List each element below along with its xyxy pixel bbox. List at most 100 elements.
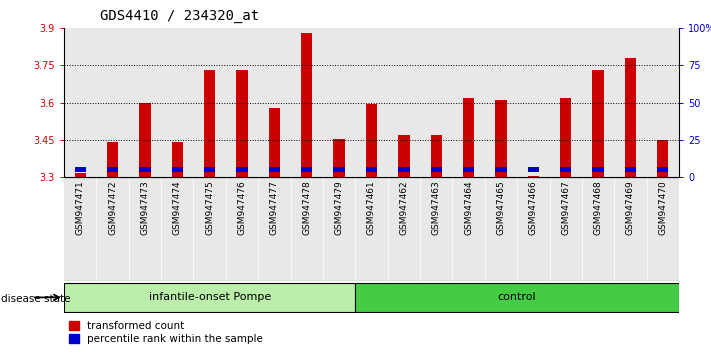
Bar (291, 177, 323, 281)
Bar (269, 108, 280, 177)
Bar (129, 28, 161, 177)
Bar (204, 167, 215, 172)
Text: disease state: disease state (1, 294, 71, 304)
Bar (97, 28, 129, 177)
Text: GSM947463: GSM947463 (432, 180, 441, 235)
Bar (356, 283, 679, 312)
Text: GSM947473: GSM947473 (140, 180, 149, 235)
Bar (333, 138, 345, 177)
Bar (301, 167, 312, 172)
Bar (171, 142, 183, 177)
Bar (582, 177, 614, 281)
Bar (657, 140, 668, 177)
Bar (420, 28, 452, 177)
Bar (236, 167, 247, 172)
Bar (107, 167, 118, 172)
Bar (161, 177, 193, 281)
Text: GSM947464: GSM947464 (464, 180, 473, 235)
Bar (139, 167, 151, 172)
Bar (560, 98, 572, 177)
Bar (64, 177, 97, 281)
Bar (107, 142, 118, 177)
Bar (97, 177, 129, 281)
Bar (614, 28, 646, 177)
Bar (366, 167, 377, 172)
Text: control: control (498, 292, 537, 302)
Bar (452, 28, 485, 177)
Text: GSM947468: GSM947468 (594, 180, 603, 235)
Bar (625, 58, 636, 177)
Bar (193, 28, 226, 177)
Text: infantile-onset Pompe: infantile-onset Pompe (149, 292, 271, 302)
Text: GSM947471: GSM947471 (75, 180, 85, 235)
Bar (75, 167, 86, 172)
Bar (171, 167, 183, 172)
Text: GSM947465: GSM947465 (496, 180, 506, 235)
Bar (485, 177, 517, 281)
Bar (550, 177, 582, 281)
Bar (356, 177, 387, 281)
Bar (431, 135, 442, 177)
Text: GDS4410 / 234320_at: GDS4410 / 234320_at (100, 9, 259, 23)
Text: GSM947466: GSM947466 (529, 180, 538, 235)
Text: GSM947474: GSM947474 (173, 180, 182, 235)
Bar (625, 167, 636, 172)
Bar (550, 28, 582, 177)
Bar (646, 28, 679, 177)
Text: GSM947475: GSM947475 (205, 180, 214, 235)
Bar (592, 70, 604, 177)
Bar (193, 177, 226, 281)
Bar (129, 177, 161, 281)
Bar (517, 177, 550, 281)
Bar (323, 28, 356, 177)
Bar (161, 28, 193, 177)
Bar (387, 177, 420, 281)
Bar (291, 28, 323, 177)
Bar (366, 104, 377, 177)
Bar (646, 177, 679, 281)
Text: GSM947478: GSM947478 (302, 180, 311, 235)
Bar (496, 167, 507, 172)
Bar (485, 28, 517, 177)
Text: GSM947462: GSM947462 (400, 180, 408, 235)
Legend: transformed count, percentile rank within the sample: transformed count, percentile rank withi… (69, 321, 263, 344)
Text: GSM947461: GSM947461 (367, 180, 376, 235)
Bar (614, 177, 646, 281)
Bar (333, 167, 345, 172)
Bar (463, 98, 474, 177)
Bar (75, 173, 86, 177)
Bar (582, 28, 614, 177)
Bar (398, 167, 410, 172)
Text: GSM947479: GSM947479 (335, 180, 343, 235)
Bar (496, 100, 507, 177)
Text: GSM947476: GSM947476 (237, 180, 247, 235)
Bar (226, 28, 258, 177)
Text: GSM947467: GSM947467 (561, 180, 570, 235)
Text: GSM947470: GSM947470 (658, 180, 668, 235)
Bar (204, 70, 215, 177)
Bar (236, 70, 247, 177)
Bar (64, 283, 356, 312)
Text: GSM947477: GSM947477 (270, 180, 279, 235)
Bar (463, 167, 474, 172)
Bar (592, 167, 604, 172)
Text: GSM947472: GSM947472 (108, 180, 117, 235)
Bar (517, 28, 550, 177)
Bar (420, 177, 452, 281)
Bar (528, 176, 539, 177)
Bar (301, 33, 312, 177)
Bar (560, 167, 572, 172)
Bar (269, 167, 280, 172)
Bar (387, 28, 420, 177)
Bar (258, 28, 291, 177)
Bar (356, 28, 387, 177)
Bar (139, 103, 151, 177)
Bar (431, 167, 442, 172)
Bar (452, 177, 485, 281)
Bar (226, 177, 258, 281)
Bar (657, 167, 668, 172)
Text: GSM947469: GSM947469 (626, 180, 635, 235)
Bar (398, 135, 410, 177)
Bar (64, 28, 97, 177)
Bar (528, 167, 539, 172)
